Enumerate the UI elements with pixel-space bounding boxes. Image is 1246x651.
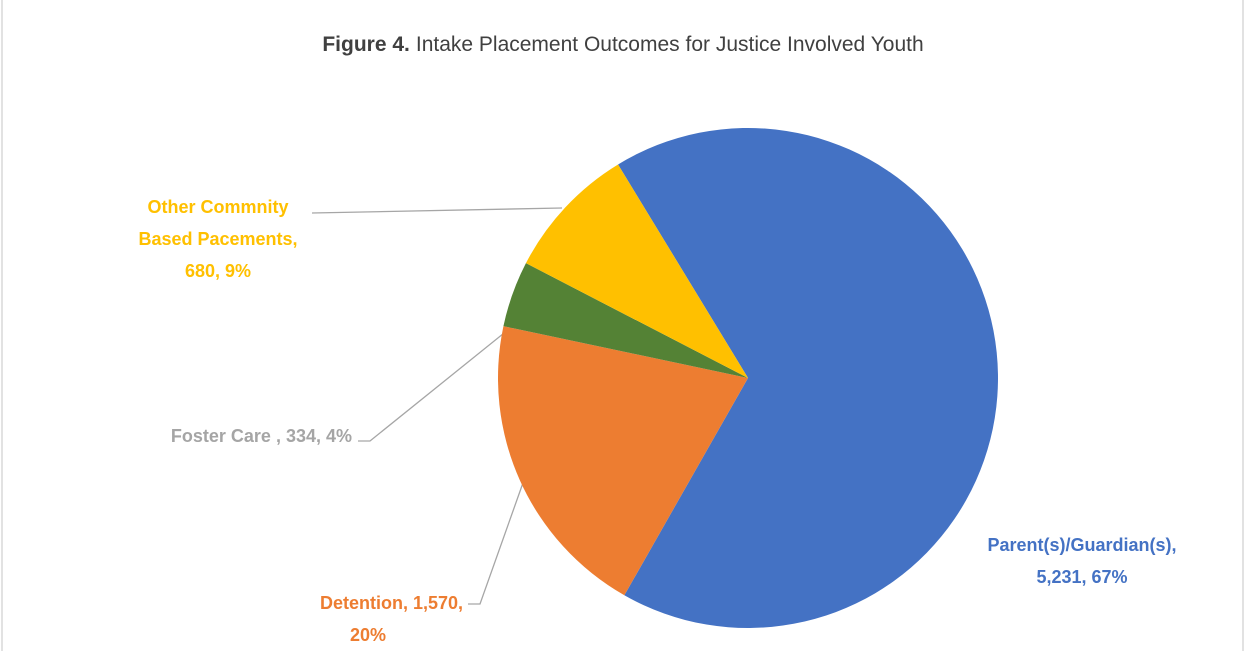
leader-line [468, 479, 525, 605]
pie-slice [503, 263, 748, 378]
pie-slice [497, 326, 748, 596]
data-label: Parent(s)/Guardian(s), [987, 535, 1176, 555]
data-label: Based Pacements, [138, 229, 297, 249]
data-label: 5,231, 67% [1036, 567, 1127, 587]
leader-lines [311, 207, 563, 605]
data-label: Other Commnity [147, 197, 288, 217]
data-label: 680, 9% [185, 261, 251, 281]
data-label: 20% [350, 625, 386, 645]
leader-line [311, 207, 563, 214]
pie-slice [525, 164, 748, 378]
data-label: Foster Care , 334, 4% [171, 426, 352, 446]
title-bold: Figure 4. [322, 33, 410, 56]
data-label: Detention, 1,570, [320, 593, 463, 613]
chart-title: Figure 4. Intake Placement Outcomes for J… [322, 33, 923, 56]
leader-line [358, 287, 561, 442]
title-text: Intake Placement Outcomes for Justice In… [416, 33, 924, 56]
pie-slice [618, 128, 999, 629]
